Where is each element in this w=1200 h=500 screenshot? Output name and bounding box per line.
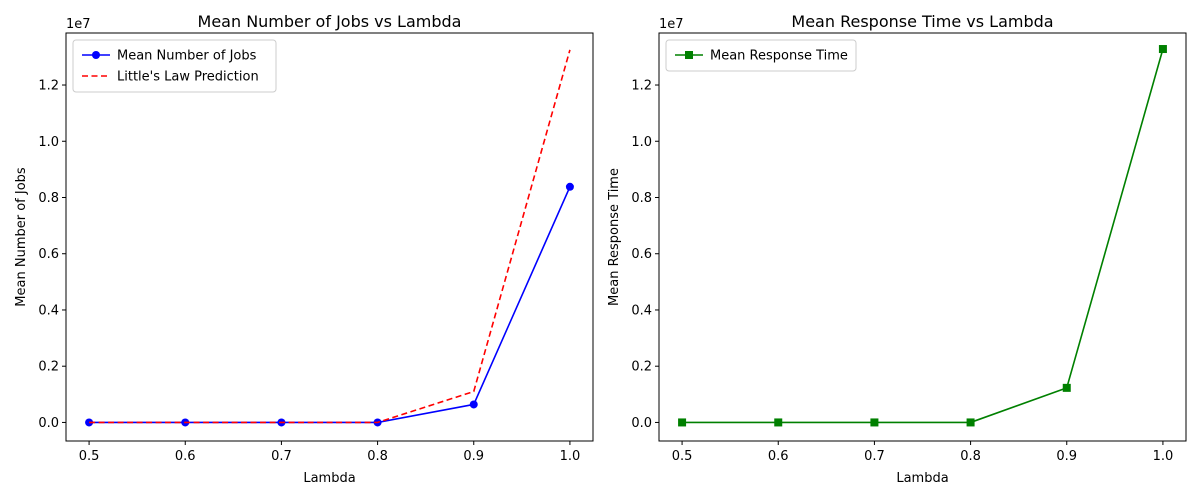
x-tick-label: 0.6: [768, 449, 789, 464]
data-point-1-3: [870, 418, 879, 427]
legend: Mean Number of Jobs Little's Law Predicti…: [72, 39, 277, 93]
x-tick-label: 1.0: [1153, 449, 1174, 464]
plot-frame: [658, 32, 1187, 442]
legend-label-2: Little's Law Prediction: [117, 70, 259, 85]
x-tick-label: 0.5: [672, 449, 693, 464]
data-point-1-6: [565, 182, 574, 191]
legend: Mean Response Time: [665, 39, 857, 72]
y-offset-label: 1e7: [66, 17, 91, 32]
chart-title: Mean Number of Jobs vs Lambda: [198, 12, 462, 31]
y-axis-label: Mean Number of Jobs: [14, 167, 29, 307]
x-tick-label: 0.7: [864, 449, 885, 464]
series-line-1: [682, 48, 1164, 424]
y-offset-label: 1e7: [659, 17, 684, 32]
data-point-1-5: [1062, 383, 1071, 392]
y-tick-label: 0.0: [38, 416, 59, 431]
x-tick-label: 0.9: [463, 449, 484, 464]
legend-label-1: Mean Number of Jobs: [117, 49, 257, 64]
y-tick-label: 1.2: [631, 79, 652, 94]
x-tick-label: 0.8: [960, 449, 981, 464]
series-line-2: [89, 49, 571, 424]
y-tick-label: 0.8: [631, 191, 652, 206]
x-tick-label: 0.6: [175, 449, 196, 464]
chart-panel-1: Mean Number of Jobs vs Lambda 0.5 0.6 0.7 0.…: [14, 12, 594, 486]
legend-box: [72, 39, 277, 93]
y-tick-label: 0.0: [631, 416, 652, 431]
x-tick-label: 0.7: [271, 449, 292, 464]
data-point-1-6: [1158, 45, 1167, 54]
y-tick-label: 1.0: [38, 135, 59, 150]
legend-box: [665, 39, 857, 72]
data-point-1-5: [469, 400, 478, 409]
y-tick-label: 0.6: [38, 247, 59, 262]
data-point-1-4: [966, 418, 975, 427]
x-tick-label: 0.5: [79, 449, 100, 464]
legend-marker-1: [92, 51, 100, 59]
y-tick-label: 0.4: [38, 303, 59, 318]
y-tick-label: 0.2: [38, 360, 59, 375]
chart-title: Mean Response Time vs Lambda: [791, 12, 1053, 31]
y-tick-label: 1.0: [631, 135, 652, 150]
legend-label-1: Mean Response Time: [710, 49, 848, 64]
x-axis-label: Lambda: [303, 471, 355, 486]
y-tick-label: 0.8: [38, 191, 59, 206]
x-tick-label: 0.8: [367, 449, 388, 464]
x-tick-label: 1.0: [560, 449, 581, 464]
y-tick-label: 1.2: [38, 79, 59, 94]
chart-panel-2: Mean Response Time vs Lambda 0.5 0.6 0.7 0.8…: [607, 12, 1187, 486]
legend-marker-1: [685, 51, 693, 59]
plot-frame: [65, 32, 594, 442]
x-tick-label: 0.9: [1056, 449, 1077, 464]
y-tick-label: 0.2: [631, 360, 652, 375]
y-axis-label: Mean Response Time: [607, 168, 622, 306]
data-point-1-2: [774, 418, 783, 427]
data-point-1-1: [678, 418, 687, 427]
y-tick-label: 0.6: [631, 247, 652, 262]
y-tick-label: 0.4: [631, 303, 652, 318]
x-axis-label: Lambda: [896, 471, 948, 486]
